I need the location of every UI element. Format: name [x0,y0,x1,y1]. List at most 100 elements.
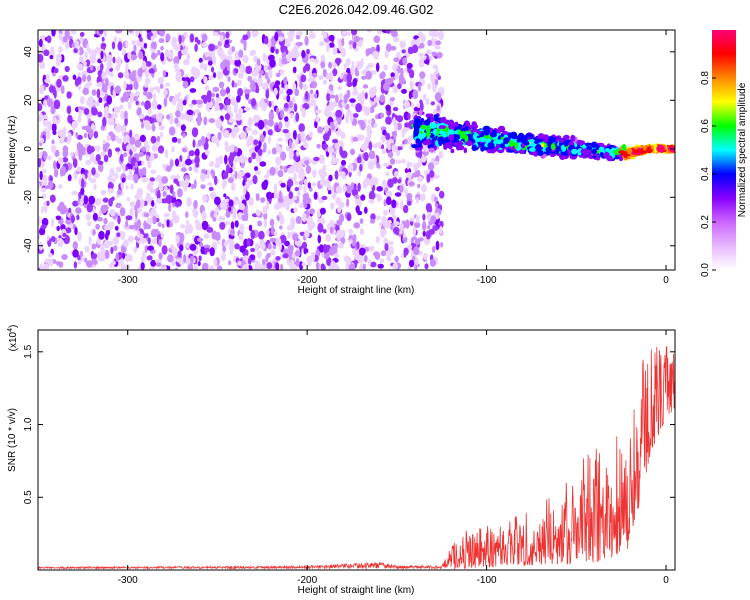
spectrogram-noise-cell [133,173,139,184]
spectrogram-noise-cell [278,121,283,130]
spectrogram-noise-cell [261,82,269,91]
spectrogram-noise-cell [301,212,307,223]
spectrogram-noise-cell [114,225,119,231]
spectrogram-noise-cell [208,265,215,270]
spectrogram-noise-cell [346,213,352,222]
spectrogram-noise-cell [147,159,152,169]
spectrogram-noise-cell [242,179,246,187]
spectrogram-noise-cell [380,228,386,238]
spectrogram-noise-cell [328,247,335,256]
spectrogram-noise-cell [218,216,224,221]
spectrogram-noise-cell [301,50,306,59]
spectrogram-noise-cell [400,200,404,210]
spectrogram-noise-cell [425,98,430,105]
spectrogram-noise-cell [206,132,211,140]
spectrogram-noise-cell [144,69,150,78]
spectrogram-noise-cell [385,104,391,112]
spectrogram-noise-cell [208,118,216,124]
spectrogram-noise-cell [167,254,174,263]
spectrogram-noise-cell [107,148,113,158]
spectrogram-noise-cell [66,91,72,99]
spectrogram-noise-cell [317,222,324,233]
spectrogram-noise-cell [267,149,272,155]
spectrogram-noise-cell [208,75,214,81]
spectrogram-ridge-cell [516,138,523,143]
spectrogram-noise-cell [353,113,359,118]
spectrogram-noise-cell [380,71,386,79]
spectrogram-noise-cell [151,238,157,244]
colorbar-tick-label: 0.4 [700,167,711,181]
spectrogram-noise-cell [177,138,182,144]
spectrogram-noise-cell [361,75,367,80]
spectrogram-noise-cell [302,197,310,205]
spectrogram-noise-cell [203,116,208,126]
spectrogram-noise-cell [78,56,84,64]
spectrogram-ridge-cell [591,141,597,149]
spectrogram-noise-cell [250,247,256,253]
spectrogram-noise-cell [374,51,379,61]
spectrogram-noise-cell [326,42,330,53]
spectrogram-noise-cell [219,72,224,78]
spectrogram-noise-cell [55,215,62,221]
spectrogram-noise-cell [407,244,413,250]
spectrogram-noise-cell [292,66,297,74]
spectrogram-noise-cell [145,77,151,84]
spectrogram-ridge-cell [418,133,423,137]
spectrogram-noise-cell [83,132,88,139]
spectrogram-noise-cell [284,240,290,247]
spectrogram-noise-cell [227,76,231,82]
spectrogram-noise-cell [403,248,407,258]
spectrogram-noise-cell [212,86,220,93]
spectrogram-noise-cell [230,228,235,237]
spectrogram-noise-cell [316,261,320,270]
spectrogram-noise-cell [139,37,143,43]
spectrogram-noise-cell [223,193,227,198]
spectrogram-noise-cell [79,31,85,37]
spectrogram-noise-cell [130,54,138,60]
spectrogram-noise-cell [363,206,368,214]
spectrogram-noise-cell [144,245,148,254]
spectrogram-noise-cell [169,184,174,194]
spectrogram-noise-cell [182,80,189,89]
spectrogram-noise-cell [338,204,342,210]
spectrogram-ridge-cell [426,138,432,145]
spectrogram-noise-cell [379,94,386,103]
spectrogram-noise-cell [150,208,157,219]
spectrogram-noise-cell [94,101,101,107]
spectrogram-noise-cell [318,75,324,81]
spectrogram-noise-cell [388,246,394,256]
spectrogram-noise-cell [219,88,227,97]
spectrogram-noise-cell [39,84,45,95]
spectrogram-noise-cell [107,117,115,126]
spectrogram-noise-cell [120,110,126,120]
spectrogram-noise-cell [400,67,404,77]
spectrogram-noise-cell [301,262,306,267]
spectrogram-noise-cell [428,55,433,62]
spectrogram-noise-cell [43,49,50,57]
spectrogram-noise-cell [284,102,289,109]
spectrogram-noise-cell [79,96,85,105]
spectrogram-noise-cell [440,241,444,248]
spectrogram-noise-cell [209,162,213,167]
spectrogram-noise-cell [380,250,386,257]
spectrogram-noise-cell [57,237,64,248]
spectrogram-noise-cell [309,131,313,138]
spectrogram-noise-cell [350,66,355,75]
spectrogram-noise-cell [157,76,164,85]
spectrogram-noise-cell [276,107,279,116]
spectrogram-noise-cell [384,50,389,59]
spectrogram-noise-cell [140,256,145,265]
spectrogram-noise-cell [39,263,43,270]
spectrogram-noise-cell [349,148,356,156]
spectrogram-noise-cell [67,132,72,142]
spectrogram-noise-cell [41,224,47,230]
spectrogram-ridge-cell [411,144,419,149]
spectrogram-ridge-cell [621,144,627,152]
spectrogram-noise-cell [234,157,238,163]
spectrogram-noise-cell [296,41,303,47]
spectrogram-noise-cell [283,195,289,203]
spectrogram-noise-cell [240,38,245,44]
spectrogram-noise-cell [95,223,100,230]
spectrogram-noise-cell [54,168,59,178]
spectrogram-noise-cell [149,266,156,270]
